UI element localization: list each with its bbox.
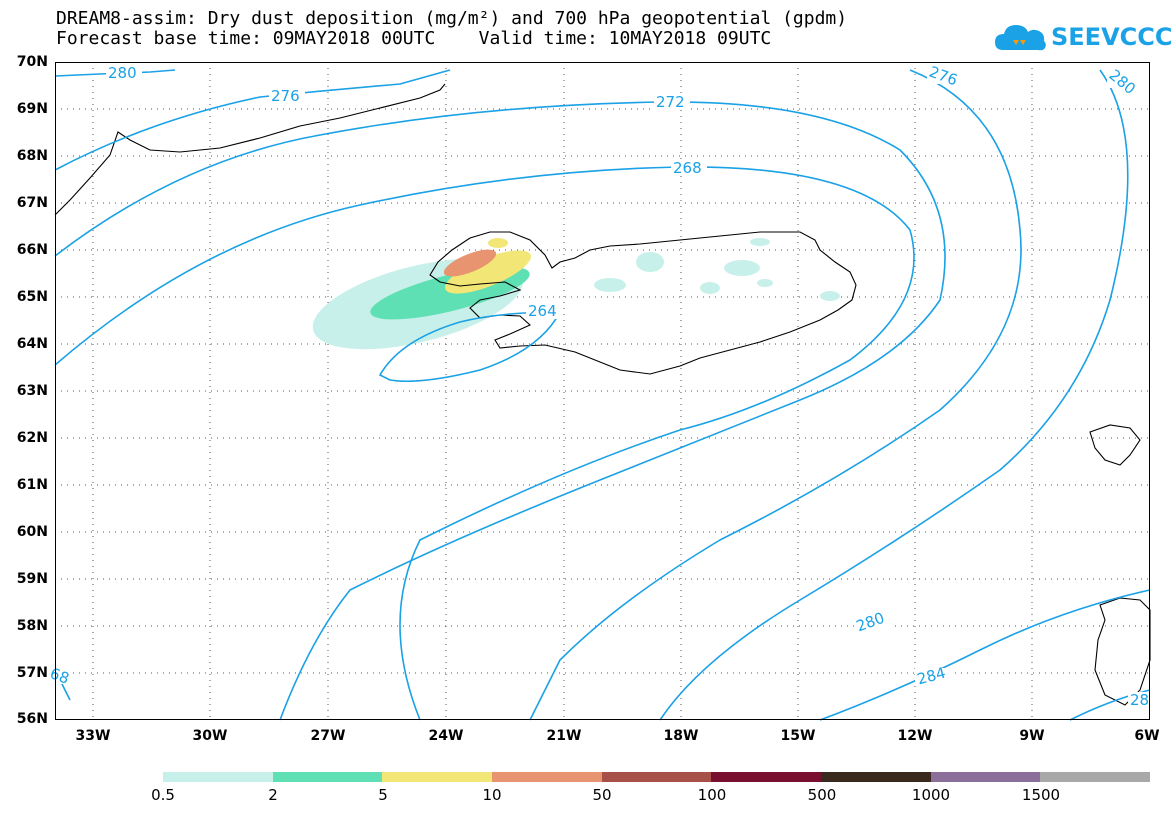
lon-label: 15W — [780, 728, 816, 744]
map-subtitle: Forecast base time: 09MAY2018 00UTC Vali… — [56, 28, 772, 49]
lat-label: 61N — [16, 477, 48, 493]
dust-deposition-field — [312, 238, 840, 350]
lon-label: 24W — [428, 728, 464, 744]
legend-swatch — [821, 772, 931, 782]
legend-swatch — [930, 772, 1041, 782]
lat-label: 69N — [16, 101, 48, 117]
lat-label: 66N — [16, 242, 48, 258]
legend-label: 2 — [268, 786, 278, 804]
legend-label: 5 — [378, 786, 388, 804]
lon-label: 12W — [897, 728, 933, 744]
legend-label: 1000 — [911, 786, 951, 804]
legend-label: 10 — [482, 786, 502, 804]
legend-label: 0.5 — [151, 786, 175, 804]
lat-gridlines — [55, 108, 1150, 674]
lat-label: 68N — [16, 148, 48, 164]
lat-label: 62N — [16, 430, 48, 446]
lat-label: 67N — [16, 195, 48, 211]
legend-swatch — [382, 772, 493, 782]
legend-swatch — [272, 772, 383, 782]
legend-label: 500 — [807, 786, 837, 804]
geopotential-contours — [54, 69, 1151, 721]
lon-label: 21W — [546, 728, 582, 744]
legend-swatch — [1040, 772, 1151, 782]
legend-label: 1500 — [1021, 786, 1061, 804]
lat-label: 64N — [16, 336, 48, 352]
lat-label: 70N — [16, 54, 48, 70]
map-title: DREAM8-assim: Dry dust deposition (mg/m²… — [56, 8, 848, 29]
lon-label: 9W — [1019, 728, 1045, 744]
lat-label: 56N — [16, 711, 48, 727]
lon-label: 33W — [75, 728, 111, 744]
lat-label: 58N — [16, 618, 48, 634]
lat-label: 60N — [16, 524, 48, 540]
legend-swatch — [163, 772, 273, 782]
lon-label: 6W — [1134, 728, 1160, 744]
color-legend — [163, 772, 1151, 782]
plot-frame — [55, 62, 1150, 720]
legend-swatch — [711, 772, 822, 782]
legend-label: 100 — [697, 786, 727, 804]
contour-label-bg — [48, 65, 1150, 708]
lat-label: 59N — [16, 571, 48, 587]
legend-swatch — [601, 772, 712, 782]
logo-text: SEEVCCC — [1051, 23, 1173, 51]
lat-label: 63N — [16, 383, 48, 399]
lon-label: 30W — [192, 728, 228, 744]
legend-swatch — [492, 772, 602, 782]
cloud-icon — [995, 25, 1046, 51]
lon-label: 18W — [663, 728, 699, 744]
lat-label: 57N — [16, 665, 48, 681]
lon-label: 27W — [310, 728, 346, 744]
legend-label: 50 — [592, 786, 612, 804]
seevccc-logo: SEEVCCC — [993, 18, 1173, 58]
lat-label: 65N — [16, 289, 48, 305]
